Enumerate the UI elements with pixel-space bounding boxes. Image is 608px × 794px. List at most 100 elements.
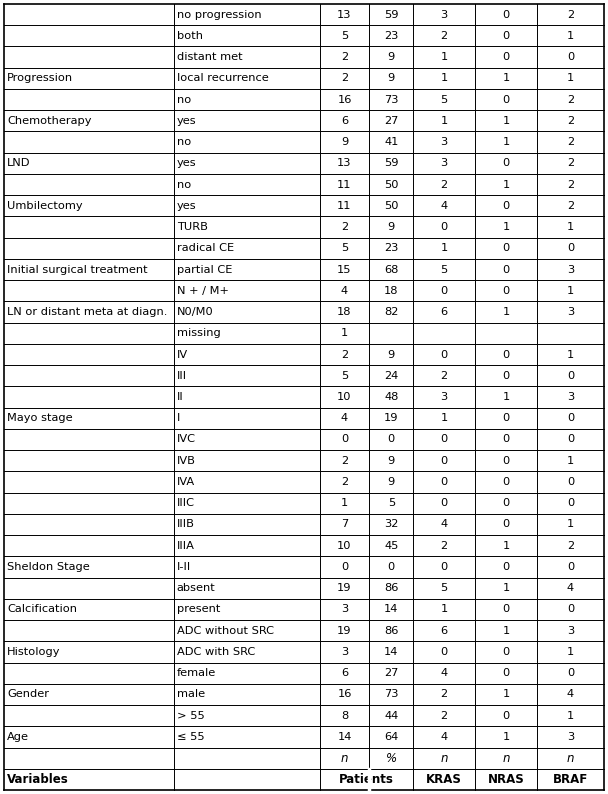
Text: 1: 1 — [502, 541, 510, 551]
Text: 1: 1 — [502, 626, 510, 636]
Text: 1: 1 — [502, 392, 510, 402]
Text: 18: 18 — [337, 307, 352, 317]
Text: 41: 41 — [384, 137, 398, 147]
Text: 2: 2 — [341, 349, 348, 360]
Text: 0: 0 — [440, 222, 447, 232]
Text: 1: 1 — [502, 73, 510, 83]
Text: 6: 6 — [341, 669, 348, 678]
Text: 5: 5 — [440, 94, 447, 105]
Text: KRAS: KRAS — [426, 773, 462, 786]
Text: 0: 0 — [567, 243, 574, 253]
Text: 0: 0 — [502, 31, 510, 40]
Text: 0: 0 — [567, 498, 574, 508]
Text: 2: 2 — [567, 94, 574, 105]
Text: 1: 1 — [567, 711, 574, 721]
Text: 0: 0 — [567, 434, 574, 445]
Text: 86: 86 — [384, 583, 398, 593]
Text: 9: 9 — [388, 73, 395, 83]
Text: 15: 15 — [337, 264, 352, 275]
Text: 9: 9 — [388, 222, 395, 232]
Text: 0: 0 — [440, 498, 447, 508]
Text: 44: 44 — [384, 711, 398, 721]
Text: n: n — [440, 752, 448, 765]
Text: 1: 1 — [341, 498, 348, 508]
Text: 0: 0 — [440, 456, 447, 466]
Text: 9: 9 — [341, 137, 348, 147]
Text: 2: 2 — [567, 158, 574, 168]
Text: 1: 1 — [502, 307, 510, 317]
Text: partial CE: partial CE — [177, 264, 232, 275]
Text: 2: 2 — [567, 201, 574, 211]
Text: 5: 5 — [341, 371, 348, 381]
Text: local recurrence: local recurrence — [177, 73, 269, 83]
Text: n: n — [502, 752, 510, 765]
Text: 0: 0 — [502, 264, 510, 275]
Text: 5: 5 — [440, 583, 447, 593]
Text: IV: IV — [177, 349, 188, 360]
Text: 27: 27 — [384, 669, 398, 678]
Text: 3: 3 — [567, 626, 574, 636]
Text: 0: 0 — [502, 519, 510, 530]
Text: 1: 1 — [440, 413, 447, 423]
Text: IIIA: IIIA — [177, 541, 195, 551]
Text: 1: 1 — [502, 179, 510, 190]
Text: 6: 6 — [441, 626, 447, 636]
Text: 0: 0 — [567, 562, 574, 572]
Text: 1: 1 — [567, 349, 574, 360]
Text: 0: 0 — [502, 498, 510, 508]
Text: 6: 6 — [441, 307, 447, 317]
Text: 2: 2 — [441, 31, 447, 40]
Text: 2: 2 — [441, 179, 447, 190]
Text: 0: 0 — [502, 456, 510, 466]
Text: 50: 50 — [384, 201, 399, 211]
Text: 48: 48 — [384, 392, 398, 402]
Text: 0: 0 — [502, 10, 510, 20]
Text: 1: 1 — [567, 31, 574, 40]
Text: Gender: Gender — [7, 689, 49, 700]
Text: 0: 0 — [440, 349, 447, 360]
Text: 10: 10 — [337, 541, 352, 551]
Text: 0: 0 — [502, 604, 510, 615]
Text: Variables: Variables — [7, 773, 69, 786]
Text: no: no — [177, 137, 191, 147]
Text: 2: 2 — [441, 541, 447, 551]
Text: 4: 4 — [441, 201, 447, 211]
Text: 3: 3 — [440, 10, 447, 20]
Text: ADC without SRC: ADC without SRC — [177, 626, 274, 636]
Text: > 55: > 55 — [177, 711, 204, 721]
Text: 1: 1 — [502, 137, 510, 147]
Text: 1: 1 — [502, 732, 510, 742]
Text: Age: Age — [7, 732, 29, 742]
Text: 11: 11 — [337, 201, 352, 211]
Text: present: present — [177, 604, 220, 615]
Text: Patients: Patients — [339, 773, 394, 786]
Text: 4: 4 — [341, 413, 348, 423]
Text: n: n — [340, 752, 348, 765]
Text: 6: 6 — [341, 116, 348, 125]
Text: 13: 13 — [337, 158, 352, 168]
Text: 0: 0 — [502, 286, 510, 296]
Text: 1: 1 — [502, 222, 510, 232]
Text: 1: 1 — [341, 328, 348, 338]
Text: 0: 0 — [567, 604, 574, 615]
Text: 0: 0 — [388, 434, 395, 445]
Text: 19: 19 — [337, 583, 352, 593]
Text: Calcification: Calcification — [7, 604, 77, 615]
Text: BRAF: BRAF — [553, 773, 588, 786]
Text: 0: 0 — [502, 52, 510, 62]
Text: 5: 5 — [388, 498, 395, 508]
Text: Sheldon Stage: Sheldon Stage — [7, 562, 90, 572]
Text: IIIC: IIIC — [177, 498, 195, 508]
Text: 16: 16 — [337, 689, 351, 700]
Text: ADC with SRC: ADC with SRC — [177, 647, 255, 657]
Text: 27: 27 — [384, 116, 398, 125]
Text: 0: 0 — [502, 562, 510, 572]
Text: 3: 3 — [440, 137, 447, 147]
Text: 59: 59 — [384, 10, 399, 20]
Text: 2: 2 — [441, 371, 447, 381]
Text: Mayo stage: Mayo stage — [7, 413, 72, 423]
Text: 0: 0 — [567, 371, 574, 381]
Text: IVB: IVB — [177, 456, 196, 466]
Text: both: both — [177, 31, 203, 40]
Text: 19: 19 — [384, 413, 399, 423]
